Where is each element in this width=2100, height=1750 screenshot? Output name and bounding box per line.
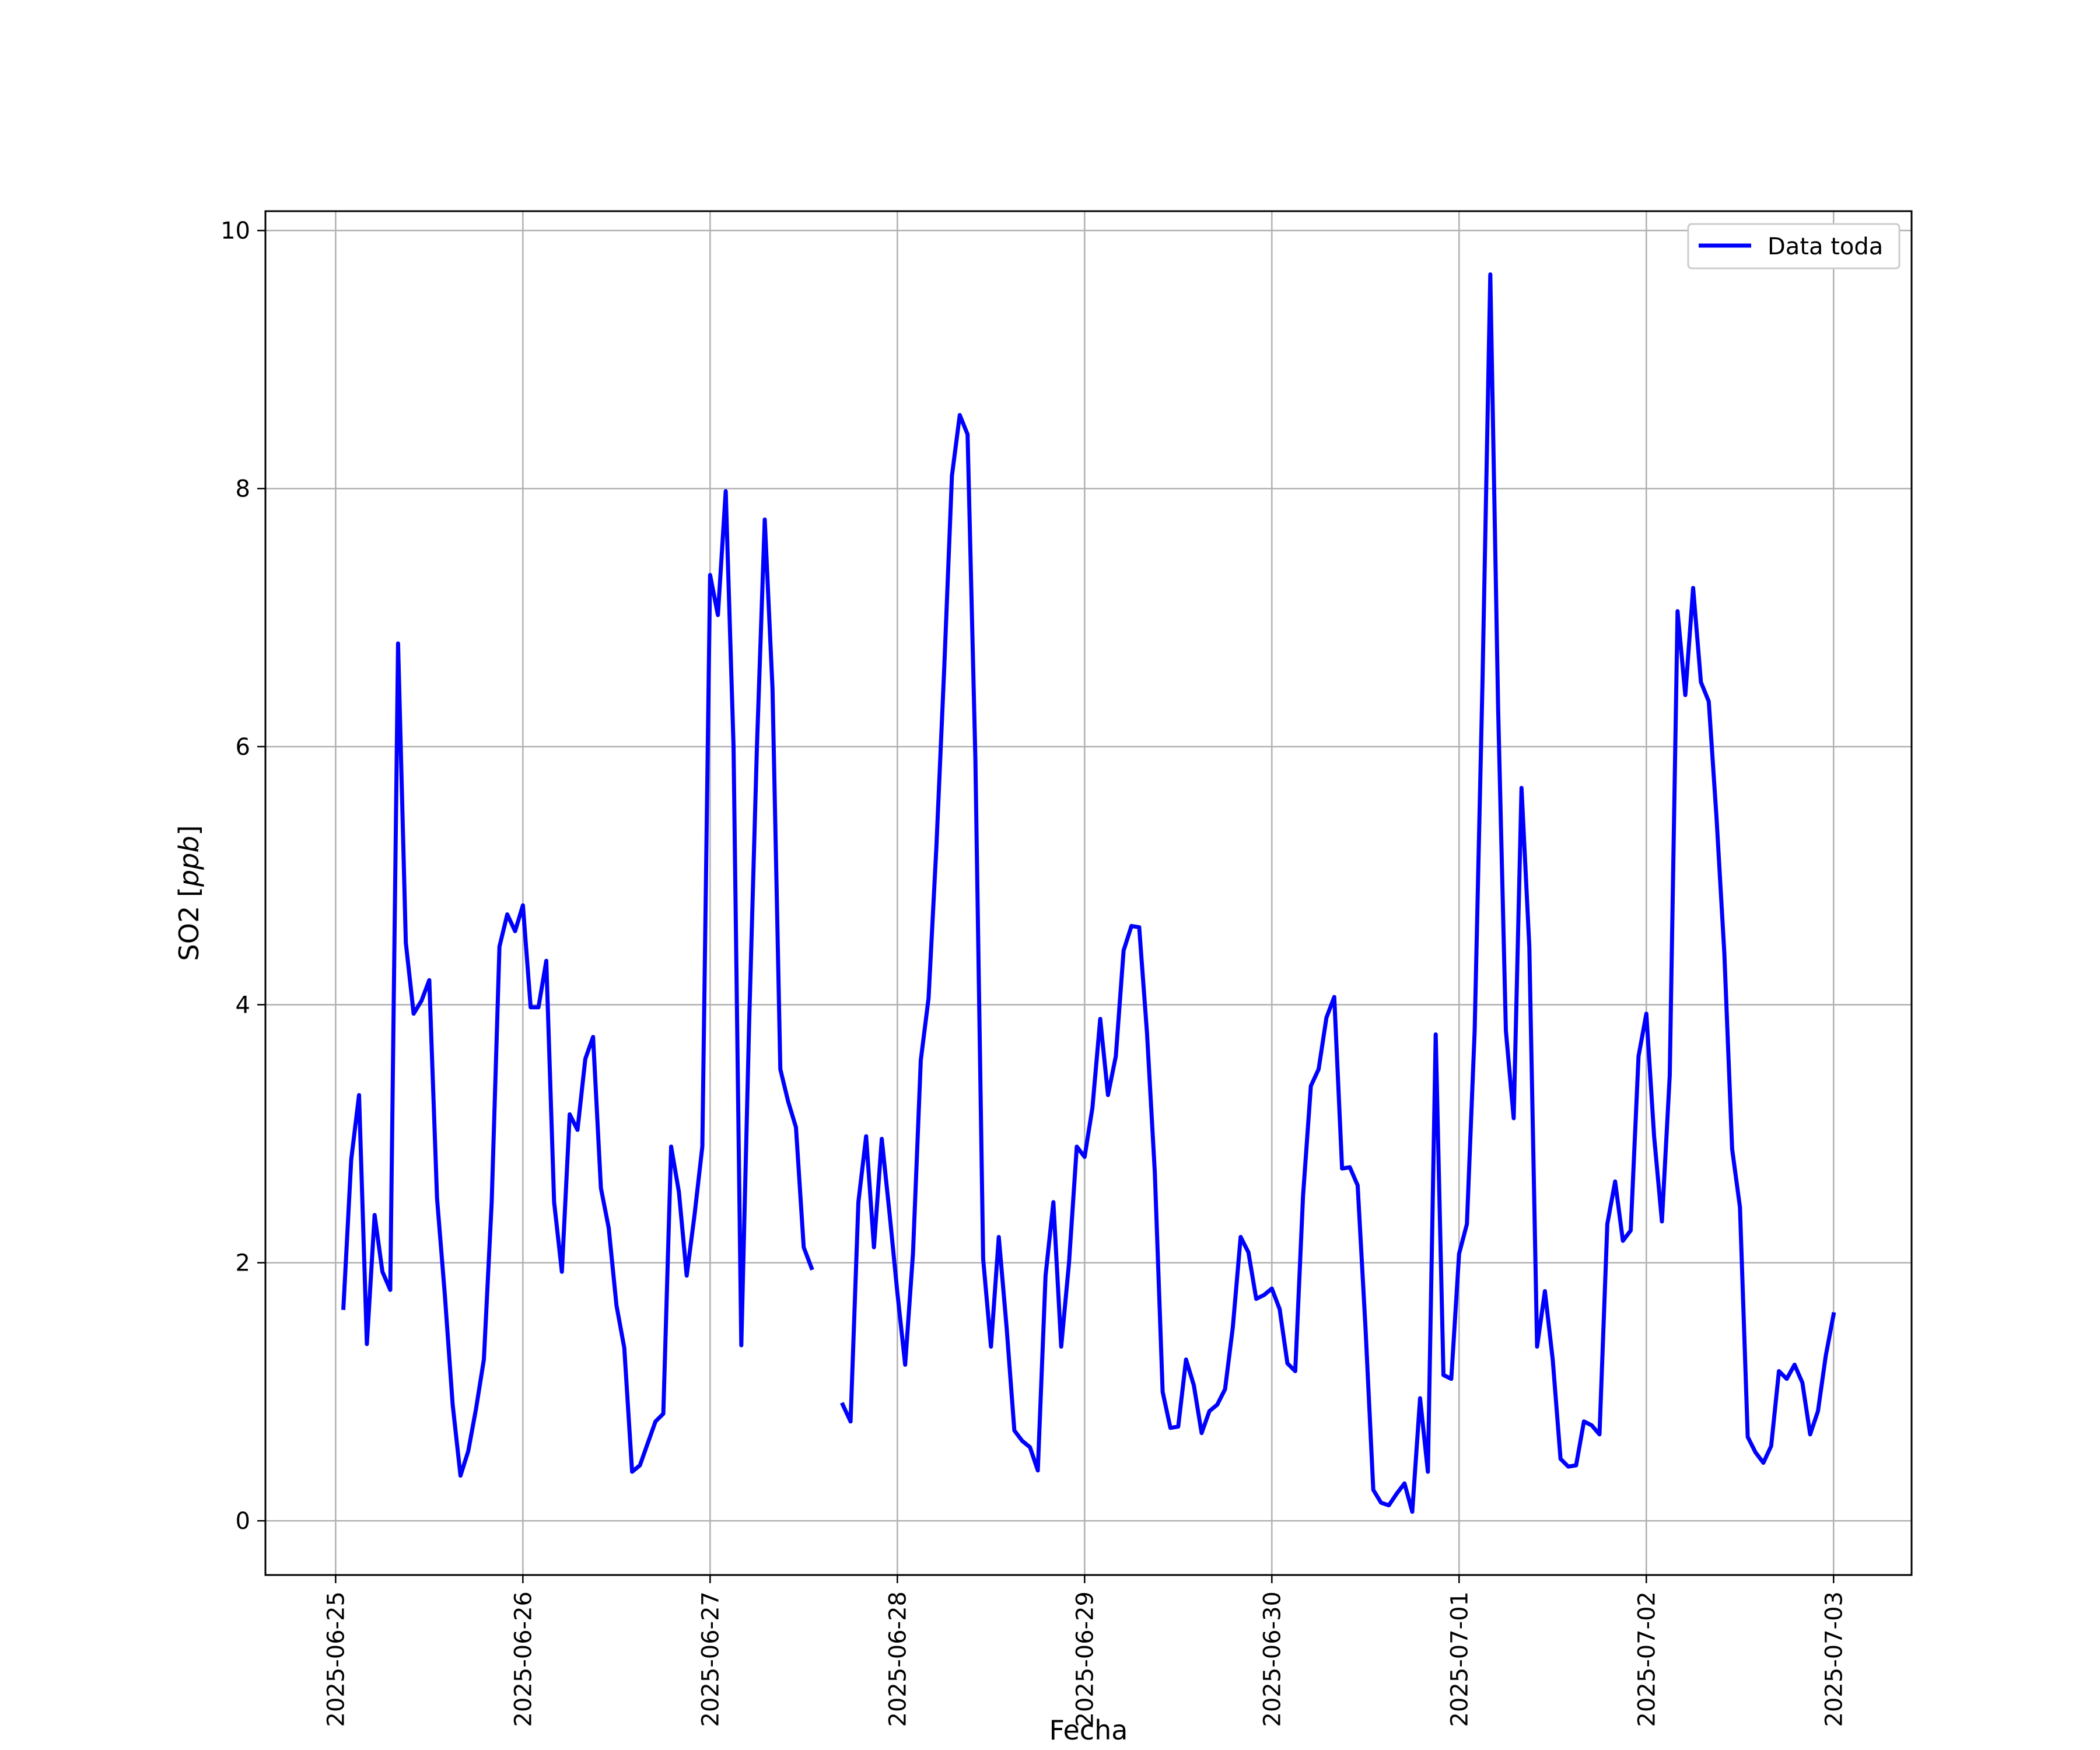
- x-tick-label-0: 2025-06-25: [323, 1591, 349, 1727]
- x-tick-label-8: 2025-07-03: [1821, 1591, 1847, 1727]
- series-0-line-segment-0: [341, 489, 814, 1478]
- x-tick-label-2: 2025-06-27: [697, 1591, 724, 1727]
- y-axis-label-prefix: SO2 [: [173, 887, 205, 961]
- x-tick-label-5: 2025-06-30: [1259, 1591, 1286, 1727]
- x-tick-label-3: 2025-06-28: [884, 1591, 911, 1727]
- x-tick-label-1: 2025-06-26: [510, 1591, 537, 1727]
- legend-label: Data toda: [1768, 233, 1883, 260]
- plot-area-frame: [264, 210, 1913, 1576]
- x-tick-label-6: 2025-07-01: [1446, 1591, 1473, 1727]
- y-tick-label-2: 4: [236, 992, 250, 1019]
- series-layer: [341, 272, 1836, 1514]
- legend-box: [1687, 223, 1901, 270]
- plot-area-background: [265, 211, 1912, 1575]
- y-axis-ticks: 0 2 4 6 8 10: [220, 218, 265, 1535]
- series-0-line-segment-1: [840, 272, 1836, 1514]
- x-tick-label-7: 2025-07-02: [1633, 1591, 1660, 1727]
- y-tick-label-4: 8: [236, 476, 250, 503]
- y-tick-label-5: 10: [220, 218, 250, 244]
- y-axis-label: SO2 [ppb]: [173, 825, 205, 961]
- y-axis-label-unit: ppb: [173, 836, 205, 888]
- y-axis-label-suffix: ]: [173, 825, 205, 836]
- y-tick-label-0: 0: [236, 1508, 250, 1535]
- x-tick-label-4: 2025-06-29: [1072, 1591, 1098, 1727]
- legend: Data toda: [1687, 223, 1901, 270]
- x-axis-ticks: 2025-06-25 2025-06-26 2025-06-27 2025-06-28…: [323, 1575, 1847, 1727]
- y-tick-label-1: 2: [236, 1250, 250, 1277]
- x-axis-label: Fecha: [1049, 1714, 1128, 1746]
- y-tick-label-3: 6: [236, 734, 250, 761]
